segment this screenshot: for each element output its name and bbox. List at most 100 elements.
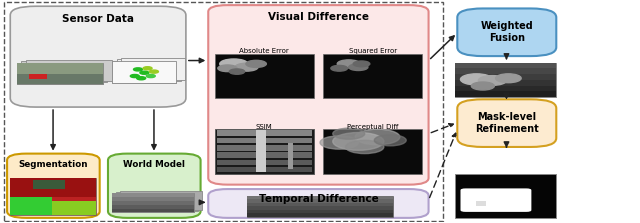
Bar [214, 54, 314, 98]
Bar [122, 58, 185, 80]
Circle shape [333, 128, 365, 139]
Circle shape [349, 64, 368, 70]
Bar [246, 206, 394, 210]
Circle shape [235, 63, 258, 71]
FancyBboxPatch shape [7, 154, 100, 218]
Bar [17, 63, 103, 84]
Bar [113, 205, 194, 209]
Text: Squared Error: Squared Error [349, 48, 397, 54]
Bar [21, 61, 108, 83]
Text: Absolute Error: Absolute Error [239, 48, 289, 54]
Circle shape [320, 136, 358, 149]
Bar [456, 63, 556, 97]
Bar [456, 80, 556, 86]
Circle shape [374, 135, 406, 146]
Bar [33, 180, 65, 189]
Bar [10, 178, 97, 215]
Bar [216, 160, 312, 165]
Text: Perceptual Diff: Perceptual Diff [347, 124, 398, 130]
Circle shape [147, 74, 156, 78]
Bar [120, 191, 202, 210]
Bar [52, 201, 97, 215]
FancyBboxPatch shape [458, 8, 556, 56]
Circle shape [140, 71, 149, 74]
Text: SSIM: SSIM [256, 124, 273, 130]
Circle shape [355, 129, 400, 145]
Bar [246, 213, 394, 217]
Bar [214, 129, 314, 173]
Bar [17, 74, 103, 84]
Bar [216, 145, 312, 151]
Bar [113, 201, 194, 205]
Bar [113, 194, 194, 212]
Circle shape [478, 76, 506, 85]
Bar [456, 91, 556, 97]
Text: Mask-level
Refinement: Mask-level Refinement [475, 112, 539, 134]
Circle shape [495, 74, 521, 83]
Text: Sensor Data: Sensor Data [62, 14, 134, 24]
Bar [113, 60, 176, 83]
Bar [246, 203, 394, 206]
Text: Weighted
Fusion: Weighted Fusion [481, 21, 533, 43]
Bar [456, 74, 556, 80]
Bar [113, 60, 176, 83]
FancyBboxPatch shape [458, 99, 556, 147]
Bar [113, 194, 194, 197]
Bar [117, 59, 180, 81]
Bar [288, 142, 293, 169]
Circle shape [471, 82, 494, 90]
Bar [17, 63, 103, 84]
Circle shape [134, 68, 143, 71]
Circle shape [137, 77, 146, 80]
FancyBboxPatch shape [208, 5, 429, 185]
Text: Visual Difference: Visual Difference [268, 12, 369, 22]
Bar [476, 201, 486, 206]
Bar [216, 152, 312, 158]
Bar [216, 130, 312, 136]
FancyBboxPatch shape [461, 188, 531, 212]
Text: Temporal Difference: Temporal Difference [259, 194, 378, 204]
Circle shape [333, 132, 384, 150]
Bar [456, 86, 556, 91]
Circle shape [220, 59, 248, 69]
Circle shape [461, 74, 492, 85]
Bar [246, 196, 394, 199]
Circle shape [218, 65, 237, 72]
FancyBboxPatch shape [108, 154, 200, 218]
Text: World Model: World Model [124, 160, 186, 169]
Bar [246, 210, 394, 213]
Bar [17, 63, 103, 74]
Bar [113, 194, 194, 212]
Text: Segmentation: Segmentation [19, 160, 88, 169]
Bar [214, 129, 314, 173]
Circle shape [143, 67, 152, 70]
Bar [4, 2, 444, 221]
Bar [323, 129, 422, 173]
Circle shape [353, 61, 370, 67]
Bar [116, 192, 198, 211]
Bar [113, 209, 194, 212]
Circle shape [331, 65, 348, 71]
Circle shape [131, 74, 140, 78]
Bar [113, 197, 194, 201]
Bar [216, 167, 312, 172]
Bar [26, 60, 112, 81]
Bar [29, 74, 47, 79]
Circle shape [150, 70, 159, 73]
Circle shape [346, 140, 384, 154]
FancyBboxPatch shape [10, 6, 186, 107]
Bar [10, 178, 97, 197]
Bar [10, 197, 52, 215]
FancyBboxPatch shape [208, 189, 429, 218]
Bar [246, 199, 394, 203]
Circle shape [246, 60, 266, 67]
Bar [456, 68, 556, 74]
Circle shape [229, 69, 244, 74]
Bar [456, 63, 556, 68]
Bar [456, 173, 556, 218]
Circle shape [337, 60, 360, 68]
Bar [256, 130, 266, 172]
Bar [246, 196, 394, 217]
Bar [216, 138, 312, 143]
Bar [323, 54, 422, 98]
